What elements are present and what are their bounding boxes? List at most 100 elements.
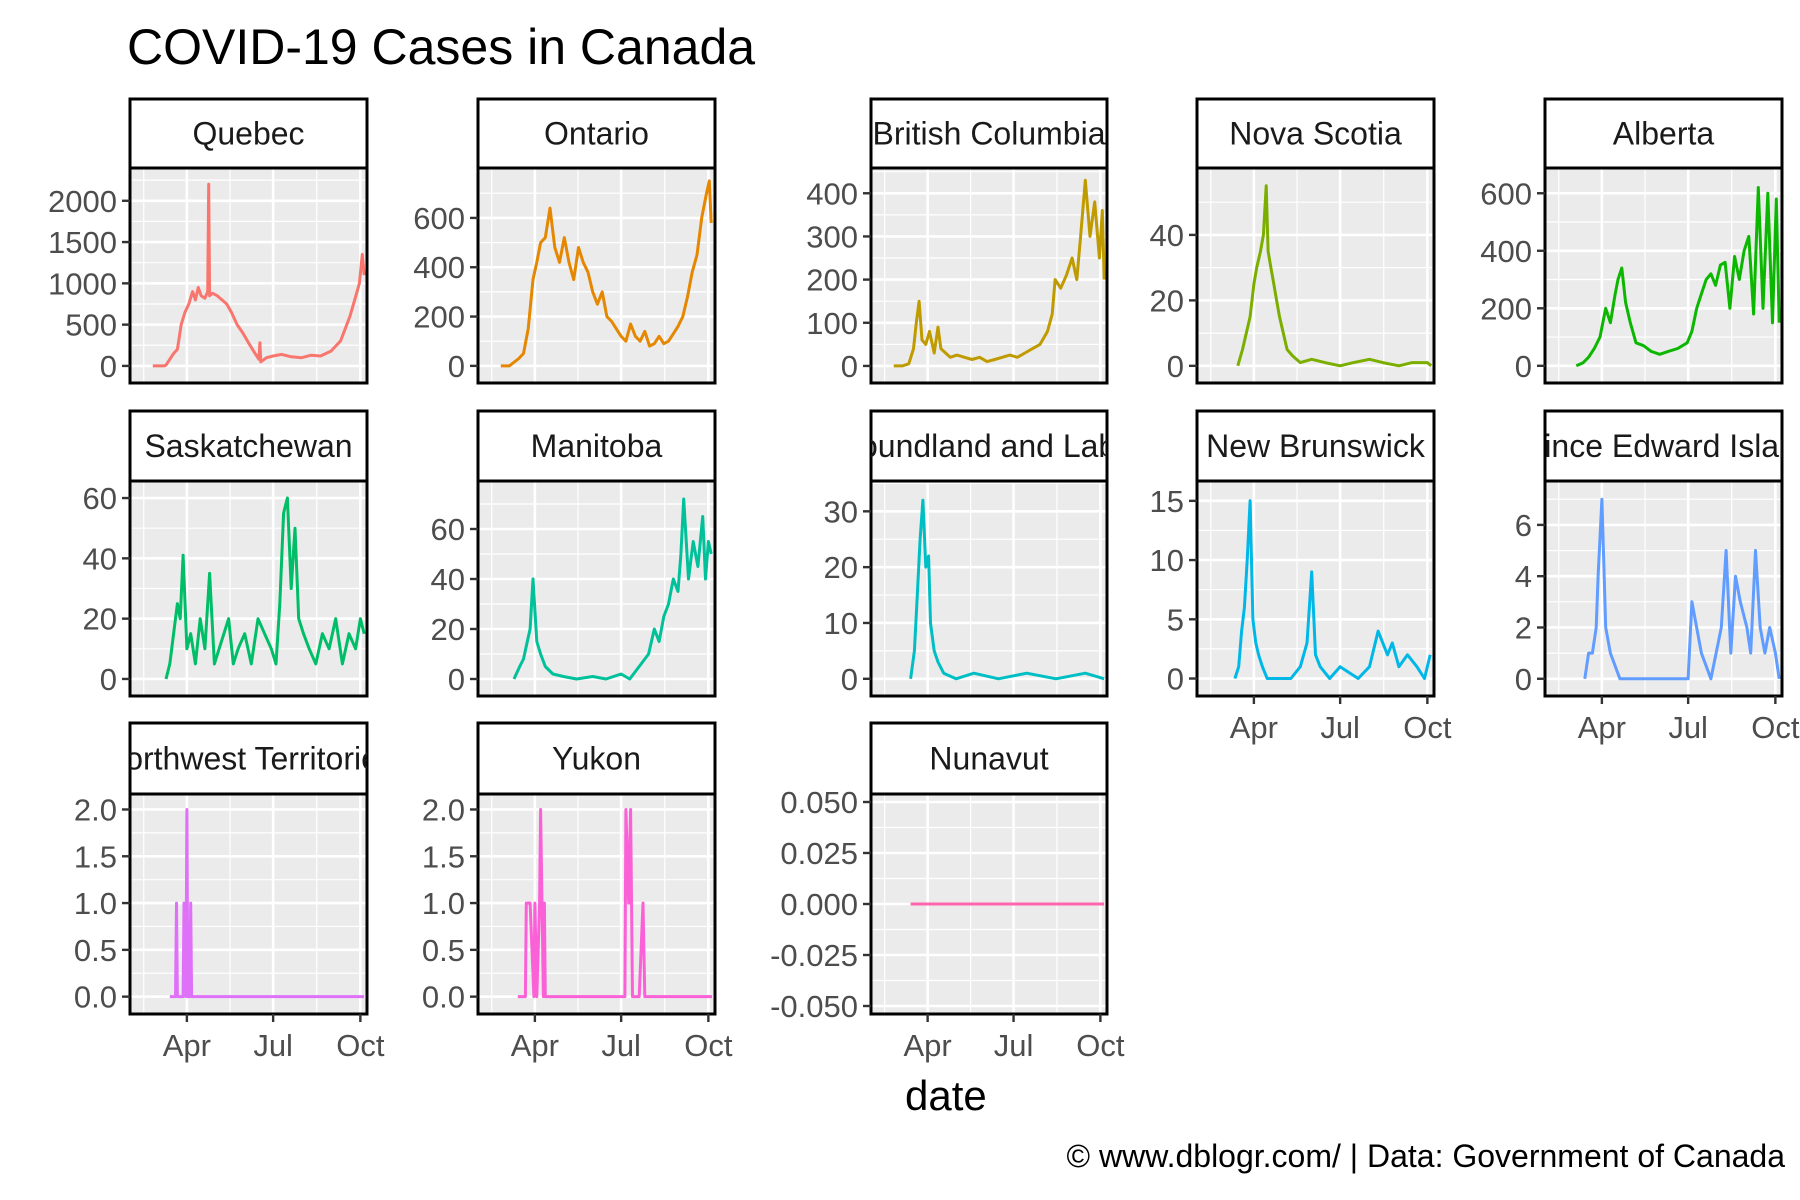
- x-tick-label: Apr: [1578, 710, 1626, 745]
- facet-panel-f0: Quebec 0 500 1000 1500 2000: [48, 97, 369, 385]
- panel-background: [1197, 481, 1434, 696]
- facet-panel-f8: New Brunswick 0 5 10 15 Apr Jul Oct: [1150, 409, 1452, 745]
- y-tick-label: 0: [841, 349, 858, 384]
- series-line: [909, 498, 1105, 681]
- panel-border: [869, 166, 1109, 385]
- facet-strip: [128, 97, 369, 170]
- y-tick-label: -0.025: [770, 938, 858, 973]
- y-tick-label: 500: [65, 308, 117, 343]
- series-line: [1233, 499, 1432, 680]
- facet-strip: [476, 409, 717, 483]
- y-tick-label: -0.050: [770, 989, 858, 1024]
- y-tick-label: 0: [841, 662, 858, 697]
- y-tick-label: 0.050: [780, 785, 858, 820]
- y-tick-label: 0.5: [422, 933, 465, 968]
- facet-strip: [128, 409, 369, 483]
- y-tick-label: 20: [431, 612, 465, 647]
- x-tick-label: Oct: [336, 1028, 385, 1063]
- facet-strip-label: New Brunswick: [1206, 428, 1426, 464]
- facet-panel-f7: Newfoundland and Labrador 0 10 20 30: [787, 409, 1191, 698]
- panel-border: [128, 166, 369, 385]
- y-tick-label: 0: [100, 349, 117, 384]
- x-tick-label: Apr: [511, 1028, 559, 1063]
- panel-background: [130, 168, 367, 383]
- facet-strip-label: Newfoundland and Labrador: [787, 428, 1191, 464]
- x-tick-label: Oct: [684, 1028, 733, 1063]
- y-tick-label: 20: [824, 550, 858, 585]
- facet-strip: [1195, 97, 1436, 170]
- y-tick-label: 200: [806, 263, 858, 298]
- y-tick-label: 5: [1167, 602, 1184, 637]
- x-tick-label: Jul: [994, 1028, 1034, 1063]
- y-tick-label: 1.5: [422, 839, 465, 874]
- panel-border: [476, 166, 717, 385]
- facet-panel-f12: Nunavut -0.050 -0.025 0.000 0.025 0.050 Apr Jul…: [770, 721, 1125, 1063]
- y-tick-label: 10: [1150, 543, 1184, 578]
- y-tick-label: 1.5: [74, 839, 117, 874]
- facet-panel-f10: Northwest Territories 0.0 0.5 1.0 1.5 2.0 Apr J…: [74, 721, 395, 1063]
- facet-panel-f3: Nova Scotia 0 20 40: [1150, 97, 1436, 385]
- x-tick-label: Apr: [904, 1028, 952, 1063]
- x-tick-label: Jul: [601, 1028, 641, 1063]
- y-tick-label: 1.0: [74, 886, 117, 921]
- panel-background: [871, 481, 1107, 696]
- facet-strip-label: Nova Scotia: [1229, 116, 1402, 152]
- caption: © www.dblogr.com/ | Data: Government of …: [1066, 1138, 1785, 1174]
- facet-strip-label: Saskatchewan: [144, 428, 352, 464]
- series-line: [517, 808, 713, 999]
- y-tick-label: 100: [806, 306, 858, 341]
- y-tick-label: 6: [1515, 508, 1532, 543]
- y-tick-label: 0.0: [422, 980, 465, 1015]
- facet-panel-f4: Alberta 0 200 400 600: [1480, 97, 1784, 385]
- series-line: [152, 182, 366, 368]
- facet-strip: [1195, 409, 1436, 483]
- panel-border: [869, 479, 1109, 698]
- y-tick-label: 0: [448, 349, 465, 384]
- panel-background: [1545, 168, 1782, 383]
- y-tick-label: 60: [431, 512, 465, 547]
- y-tick-label: 1500: [48, 225, 117, 260]
- facet-strip-label: Quebec: [192, 116, 304, 152]
- y-tick-label: 60: [83, 481, 117, 516]
- y-tick-label: 0: [1515, 349, 1532, 384]
- facet-panel-f5: Saskatchewan 0 20 40 60: [83, 409, 369, 698]
- y-tick-label: 200: [413, 300, 465, 335]
- y-tick-label: 400: [806, 176, 858, 211]
- y-tick-label: 200: [1480, 291, 1532, 326]
- facet-strip-label: British Columbia: [873, 116, 1106, 152]
- y-tick-label: 300: [806, 219, 858, 254]
- chart-title: COVID-19 Cases in Canada: [127, 19, 756, 75]
- y-tick-label: 0.000: [780, 887, 858, 922]
- x-tick-label: Jul: [1668, 710, 1708, 745]
- x-tick-label: Apr: [1230, 710, 1278, 745]
- panel-border: [476, 479, 717, 698]
- y-tick-label: 40: [83, 541, 117, 576]
- x-tick-label: Oct: [1751, 710, 1800, 745]
- facet-panel-f9: Prince Edward Island 0 2 4 6 Apr Jul Oct: [1515, 409, 1800, 745]
- facet-strip-label: Northwest Territories: [102, 741, 395, 777]
- panel-background: [1545, 481, 1782, 696]
- y-tick-label: 40: [431, 562, 465, 597]
- series-line: [1575, 186, 1781, 368]
- facet-strip-label: Nunavut: [929, 741, 1048, 777]
- panel-border: [1195, 479, 1436, 698]
- y-tick-label: 0: [1167, 662, 1184, 697]
- y-tick-label: 40: [1150, 218, 1184, 253]
- x-tick-label: Jul: [1320, 710, 1360, 745]
- facet-panel-f11: Yukon 0.0 0.5 1.0 1.5 2.0 Apr Jul Oct: [422, 721, 733, 1063]
- y-tick-label: 0: [1515, 662, 1532, 697]
- series-line: [893, 178, 1106, 368]
- panel-border: [1543, 166, 1784, 385]
- series-line: [169, 808, 365, 999]
- y-tick-label: 2: [1515, 610, 1532, 645]
- facet-panel-f1: Ontario 0 200 400 600: [413, 97, 717, 385]
- y-tick-label: 2.0: [74, 792, 117, 827]
- facet-strip-label: Alberta: [1613, 116, 1715, 152]
- x-tick-label: Oct: [1076, 1028, 1125, 1063]
- panel-border: [1195, 166, 1436, 385]
- series-line: [512, 497, 713, 681]
- facet-strip: [869, 97, 1109, 170]
- y-tick-label: 2.0: [422, 792, 465, 827]
- y-tick-label: 2000: [48, 184, 117, 219]
